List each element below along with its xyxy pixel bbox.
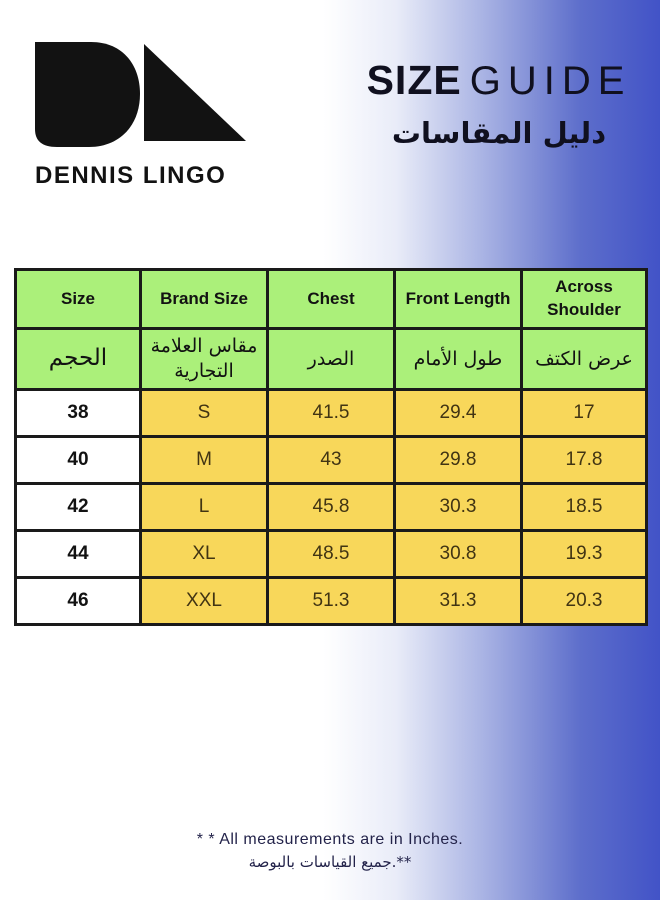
size-guide-title: SIZE GUIDE دليل المقاسات: [338, 57, 660, 151]
logo-triangle-mark: [144, 44, 246, 141]
data-cell: 18.5: [520, 482, 648, 532]
size-cell: 42: [14, 482, 142, 532]
data-cell: 45.8: [266, 482, 396, 532]
data-cell: XXL: [139, 576, 269, 626]
data-cell: 17.8: [520, 435, 648, 485]
table-row: 46 XXL 51.3 31.3 20.3: [14, 576, 648, 626]
size-table: Size Brand Size Chest Front Length Acros…: [14, 268, 648, 626]
header-size: Size: [14, 268, 142, 330]
data-cell: 41.5: [266, 388, 396, 438]
header-front-length-ar: طول الأمام: [393, 327, 523, 391]
brand-logo: DENNIS LINGO: [35, 42, 250, 190]
header-chest: Chest: [266, 268, 396, 330]
data-cell: 17: [520, 388, 648, 438]
data-cell: 20.3: [520, 576, 648, 626]
data-cell: 43: [266, 435, 396, 485]
header-chest-ar: الصدر: [266, 327, 396, 391]
title-size: SIZE: [366, 57, 462, 103]
data-cell: 30.3: [393, 482, 523, 532]
measurement-notes: * * All measurements are in Inches. جميع…: [0, 831, 660, 871]
table-row: 40 M 43 29.8 17.8: [14, 435, 648, 485]
table-row: 44 XL 48.5 30.8 19.3: [14, 529, 648, 579]
data-cell: M: [139, 435, 269, 485]
data-cell: 30.8: [393, 529, 523, 579]
table-row: 38 S 41.5 29.4 17: [14, 388, 648, 438]
table-row: 42 L 45.8 30.3 18.5: [14, 482, 648, 532]
data-cell: S: [139, 388, 269, 438]
title-line: SIZE GUIDE: [338, 57, 660, 103]
header-brand-size: Brand Size: [139, 268, 269, 330]
title-guide: GUIDE: [469, 59, 632, 103]
data-cell: XL: [139, 529, 269, 579]
brand-name: DENNIS LINGO: [35, 162, 227, 189]
header-size-ar: الحجم: [14, 327, 142, 391]
header-front-length: Front Length: [393, 268, 523, 330]
measurement-note-ar: جميع القياسات بالبوصة.**: [248, 853, 412, 871]
data-cell: 19.3: [520, 529, 648, 579]
header-across-shoulder-ar: عرض الكتف: [520, 327, 648, 391]
logo-d-mark: [35, 42, 140, 147]
size-cell: 44: [14, 529, 142, 579]
size-cell: 38: [14, 388, 142, 438]
title-arabic: دليل المقاسات: [391, 116, 607, 150]
size-cell: 46: [14, 576, 142, 626]
measurement-note-en: * * All measurements are in Inches.: [196, 831, 464, 848]
data-cell: 48.5: [266, 529, 396, 579]
header-across-shoulder: Across Shoulder: [520, 268, 648, 330]
table-header-row-en: Size Brand Size Chest Front Length Acros…: [14, 268, 648, 330]
size-cell: 40: [14, 435, 142, 485]
data-cell: 31.3: [393, 576, 523, 626]
data-cell: 29.8: [393, 435, 523, 485]
logo-marks: [35, 42, 250, 147]
data-cell: 51.3: [266, 576, 396, 626]
data-cell: 29.4: [393, 388, 523, 438]
table-header-row-ar: الحجم مقاس العلامة التجارية الصدر طول ال…: [14, 327, 648, 391]
header-brand-size-ar: مقاس العلامة التجارية: [139, 327, 269, 391]
data-cell: L: [139, 482, 269, 532]
